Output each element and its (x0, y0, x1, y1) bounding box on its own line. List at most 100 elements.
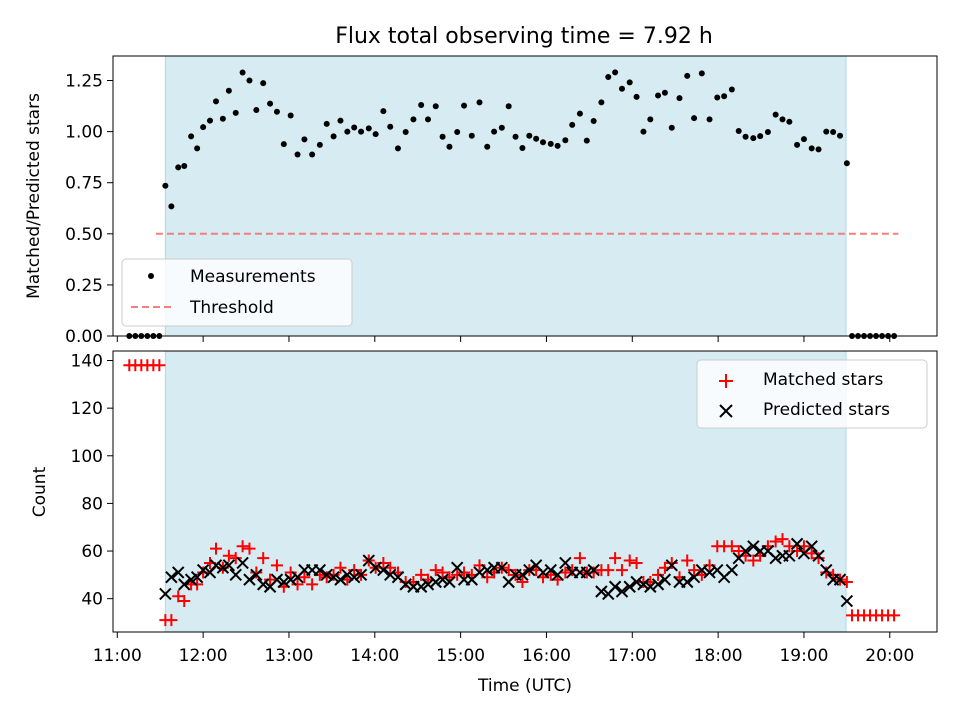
measurement-point (837, 132, 844, 139)
bottom-y-axis: 40 60 80 100 120 140 (71, 352, 113, 610)
measurement-point (219, 115, 226, 122)
predicted-star-point (790, 537, 804, 551)
bottom-legend: Matched stars Predicted stars (696, 359, 928, 429)
bottom-y-tick-label: 60 (81, 542, 103, 562)
measurement-point (432, 103, 439, 110)
predicted-star-point (559, 556, 572, 570)
measurement-point (779, 116, 786, 123)
predicted-star-point (812, 549, 825, 563)
measurement-point (742, 133, 749, 140)
predicted-star-point (725, 563, 739, 577)
measurement-point (491, 128, 498, 135)
legend-predicted-label: Predicted stars (763, 400, 890, 420)
measurement-point (750, 135, 757, 142)
measurement-point (246, 77, 253, 84)
predicted-star-point (615, 585, 629, 598)
predicted-star-point (450, 561, 464, 574)
measurement-point (505, 103, 512, 110)
measurement-point (168, 203, 175, 210)
predicted-star-point (429, 575, 442, 589)
measurement-point (757, 133, 764, 140)
x-tick-label: 14:00 (350, 646, 399, 666)
measurement-point (351, 124, 358, 131)
matched-star-point (291, 578, 304, 591)
predicted-star-point (320, 568, 333, 582)
measurement-point (316, 141, 323, 148)
measurement-point (461, 102, 468, 109)
predicted-star-point (354, 568, 368, 582)
predicted-star-point (327, 571, 340, 584)
measurement-point (358, 128, 365, 135)
top-y-axis: 0.00 0.25 0.50 0.75 1.00 1.25 (65, 72, 113, 347)
matched-star-point (458, 566, 471, 579)
chart-title: Flux total observing time = 7.92 h (335, 24, 713, 49)
measurement-point (253, 106, 260, 113)
bottom-y-tick-label: 40 (81, 590, 103, 610)
measurement-point (446, 143, 453, 150)
measurement-point (823, 128, 830, 135)
x-tick-label: 17:00 (608, 646, 657, 666)
top-y-axis-label: Matched/Predicted stars (24, 93, 44, 299)
predicted-star-point (196, 563, 210, 577)
measurement-point (380, 108, 387, 115)
measurement-point (365, 125, 372, 132)
matched-star-point (327, 568, 340, 581)
measurement-point (547, 140, 554, 147)
legend-matched-label: Matched stars (763, 370, 883, 390)
measurement-point (691, 115, 698, 122)
top-y-tick-label: 1.25 (65, 72, 103, 92)
top-y-tick-label: 0.25 (65, 276, 103, 296)
measurement-point (372, 131, 379, 138)
predicted-star-point (313, 563, 327, 577)
predicted-star-point (544, 563, 557, 577)
measurement-point (533, 135, 540, 142)
measurement-point (330, 133, 337, 140)
matched-star-point (153, 359, 166, 372)
x-tick-label: 11:00 (93, 646, 142, 666)
measurement-point (569, 121, 576, 128)
matched-star-point (270, 559, 283, 572)
legend-predicted-marker (719, 404, 733, 418)
bottom-y-axis-label: Count (30, 466, 50, 517)
bottom-frame (112, 350, 938, 633)
x-tick-label: 20:00 (865, 646, 914, 666)
predicted-star-point (658, 573, 672, 586)
matched-star-point (769, 535, 782, 548)
matched-star-point (623, 554, 636, 567)
measurement-point (213, 98, 219, 105)
matched-star-point (725, 540, 738, 553)
matched-star-point (298, 571, 311, 584)
measurement-point (280, 141, 287, 148)
measurement-point (808, 145, 815, 152)
predicted-stars-points (159, 537, 854, 608)
measurement-point (794, 141, 801, 148)
x-tick-label: 18:00 (694, 646, 743, 666)
predicted-star-point (250, 568, 263, 582)
measurement-point (714, 94, 721, 101)
measurement-point (175, 164, 182, 171)
predicted-star-point (414, 580, 428, 593)
predicted-star-point (495, 561, 509, 574)
predicted-star-point (783, 549, 796, 563)
measurement-point (554, 142, 561, 149)
predicted-star-point (178, 578, 191, 591)
measurement-point (188, 133, 195, 140)
predicted-star-point (222, 559, 236, 572)
measurement-point (418, 102, 425, 109)
predicted-star-point (551, 568, 564, 582)
measurement-point (498, 124, 505, 131)
matched-star-point (257, 552, 270, 565)
matched-stars-points (123, 359, 901, 627)
bottom-y-tick-label: 120 (71, 399, 103, 419)
measurement-point (200, 124, 207, 131)
predicted-star-point (833, 573, 847, 586)
matched-star-point (516, 575, 529, 588)
predicted-star-point (516, 568, 529, 582)
measurement-point (181, 162, 188, 169)
matched-star-point (888, 609, 901, 622)
matched-star-point (229, 552, 242, 565)
measurement-point (786, 118, 793, 125)
predicted-star-point (399, 578, 412, 591)
predicted-star-point (747, 540, 760, 553)
legend-matched-marker (719, 374, 733, 388)
